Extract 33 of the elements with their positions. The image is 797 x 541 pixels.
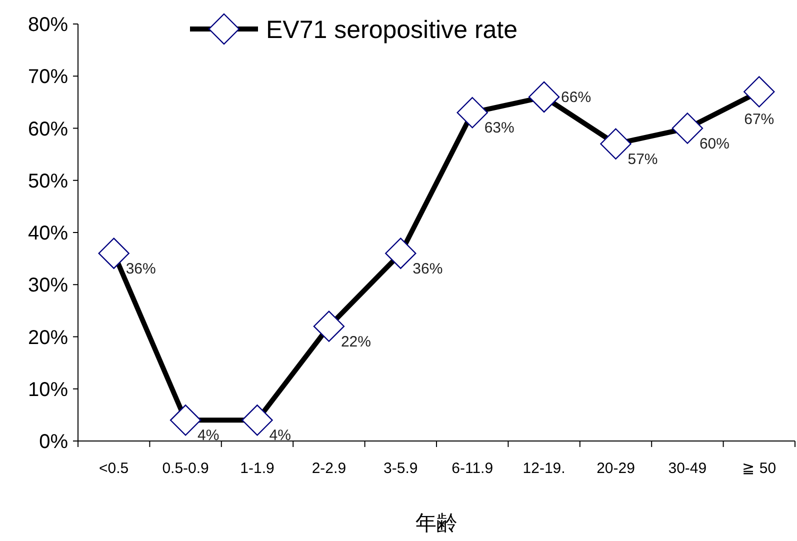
x-tick-label: 2-2.9 bbox=[312, 460, 346, 477]
x-tick-label: 20-29 bbox=[596, 460, 635, 477]
x-tick-label: 30-49 bbox=[668, 460, 707, 477]
x-tick-label: 6-11.9 bbox=[452, 460, 494, 477]
x-tick-label: 1-1.9 bbox=[240, 460, 274, 477]
y-tick-label: 10% bbox=[28, 378, 68, 401]
y-tick-label: 20% bbox=[28, 326, 68, 349]
data-label: 63% bbox=[484, 120, 514, 137]
y-tick-label: 30% bbox=[28, 274, 68, 297]
x-tick-label: 0.5-0.9 bbox=[162, 460, 209, 477]
data-label: 67% bbox=[744, 110, 774, 128]
y-tick-label: 0% bbox=[39, 431, 68, 453]
data-label: 57% bbox=[628, 150, 658, 168]
x-tick-label: <0.5 bbox=[99, 460, 129, 477]
data-label: 60% bbox=[699, 135, 730, 152]
point bbox=[744, 76, 775, 108]
x-tick-label: ≧ 50 bbox=[742, 460, 776, 477]
point bbox=[528, 81, 560, 113]
y-tick-label: 40% bbox=[28, 222, 68, 244]
y-tick-label: 60% bbox=[28, 118, 68, 140]
x-axis-title: 年齢 bbox=[416, 512, 458, 535]
y-tick-label: 80% bbox=[28, 14, 68, 36]
data-label: 4% bbox=[198, 427, 220, 444]
legend-label: EV71 seropositive rate bbox=[266, 16, 518, 44]
x-tick-label: 3-5.9 bbox=[384, 460, 418, 477]
data-label: 4% bbox=[269, 427, 291, 444]
data-label: 36% bbox=[412, 260, 443, 278]
data-label: 22% bbox=[340, 333, 371, 350]
data-label: 36% bbox=[126, 260, 156, 278]
data-label: 66% bbox=[561, 88, 592, 106]
x-tick-label: 12-19. bbox=[522, 460, 566, 477]
y-tick-label: 50% bbox=[28, 170, 68, 192]
y-tick-label: 70% bbox=[28, 66, 68, 88]
